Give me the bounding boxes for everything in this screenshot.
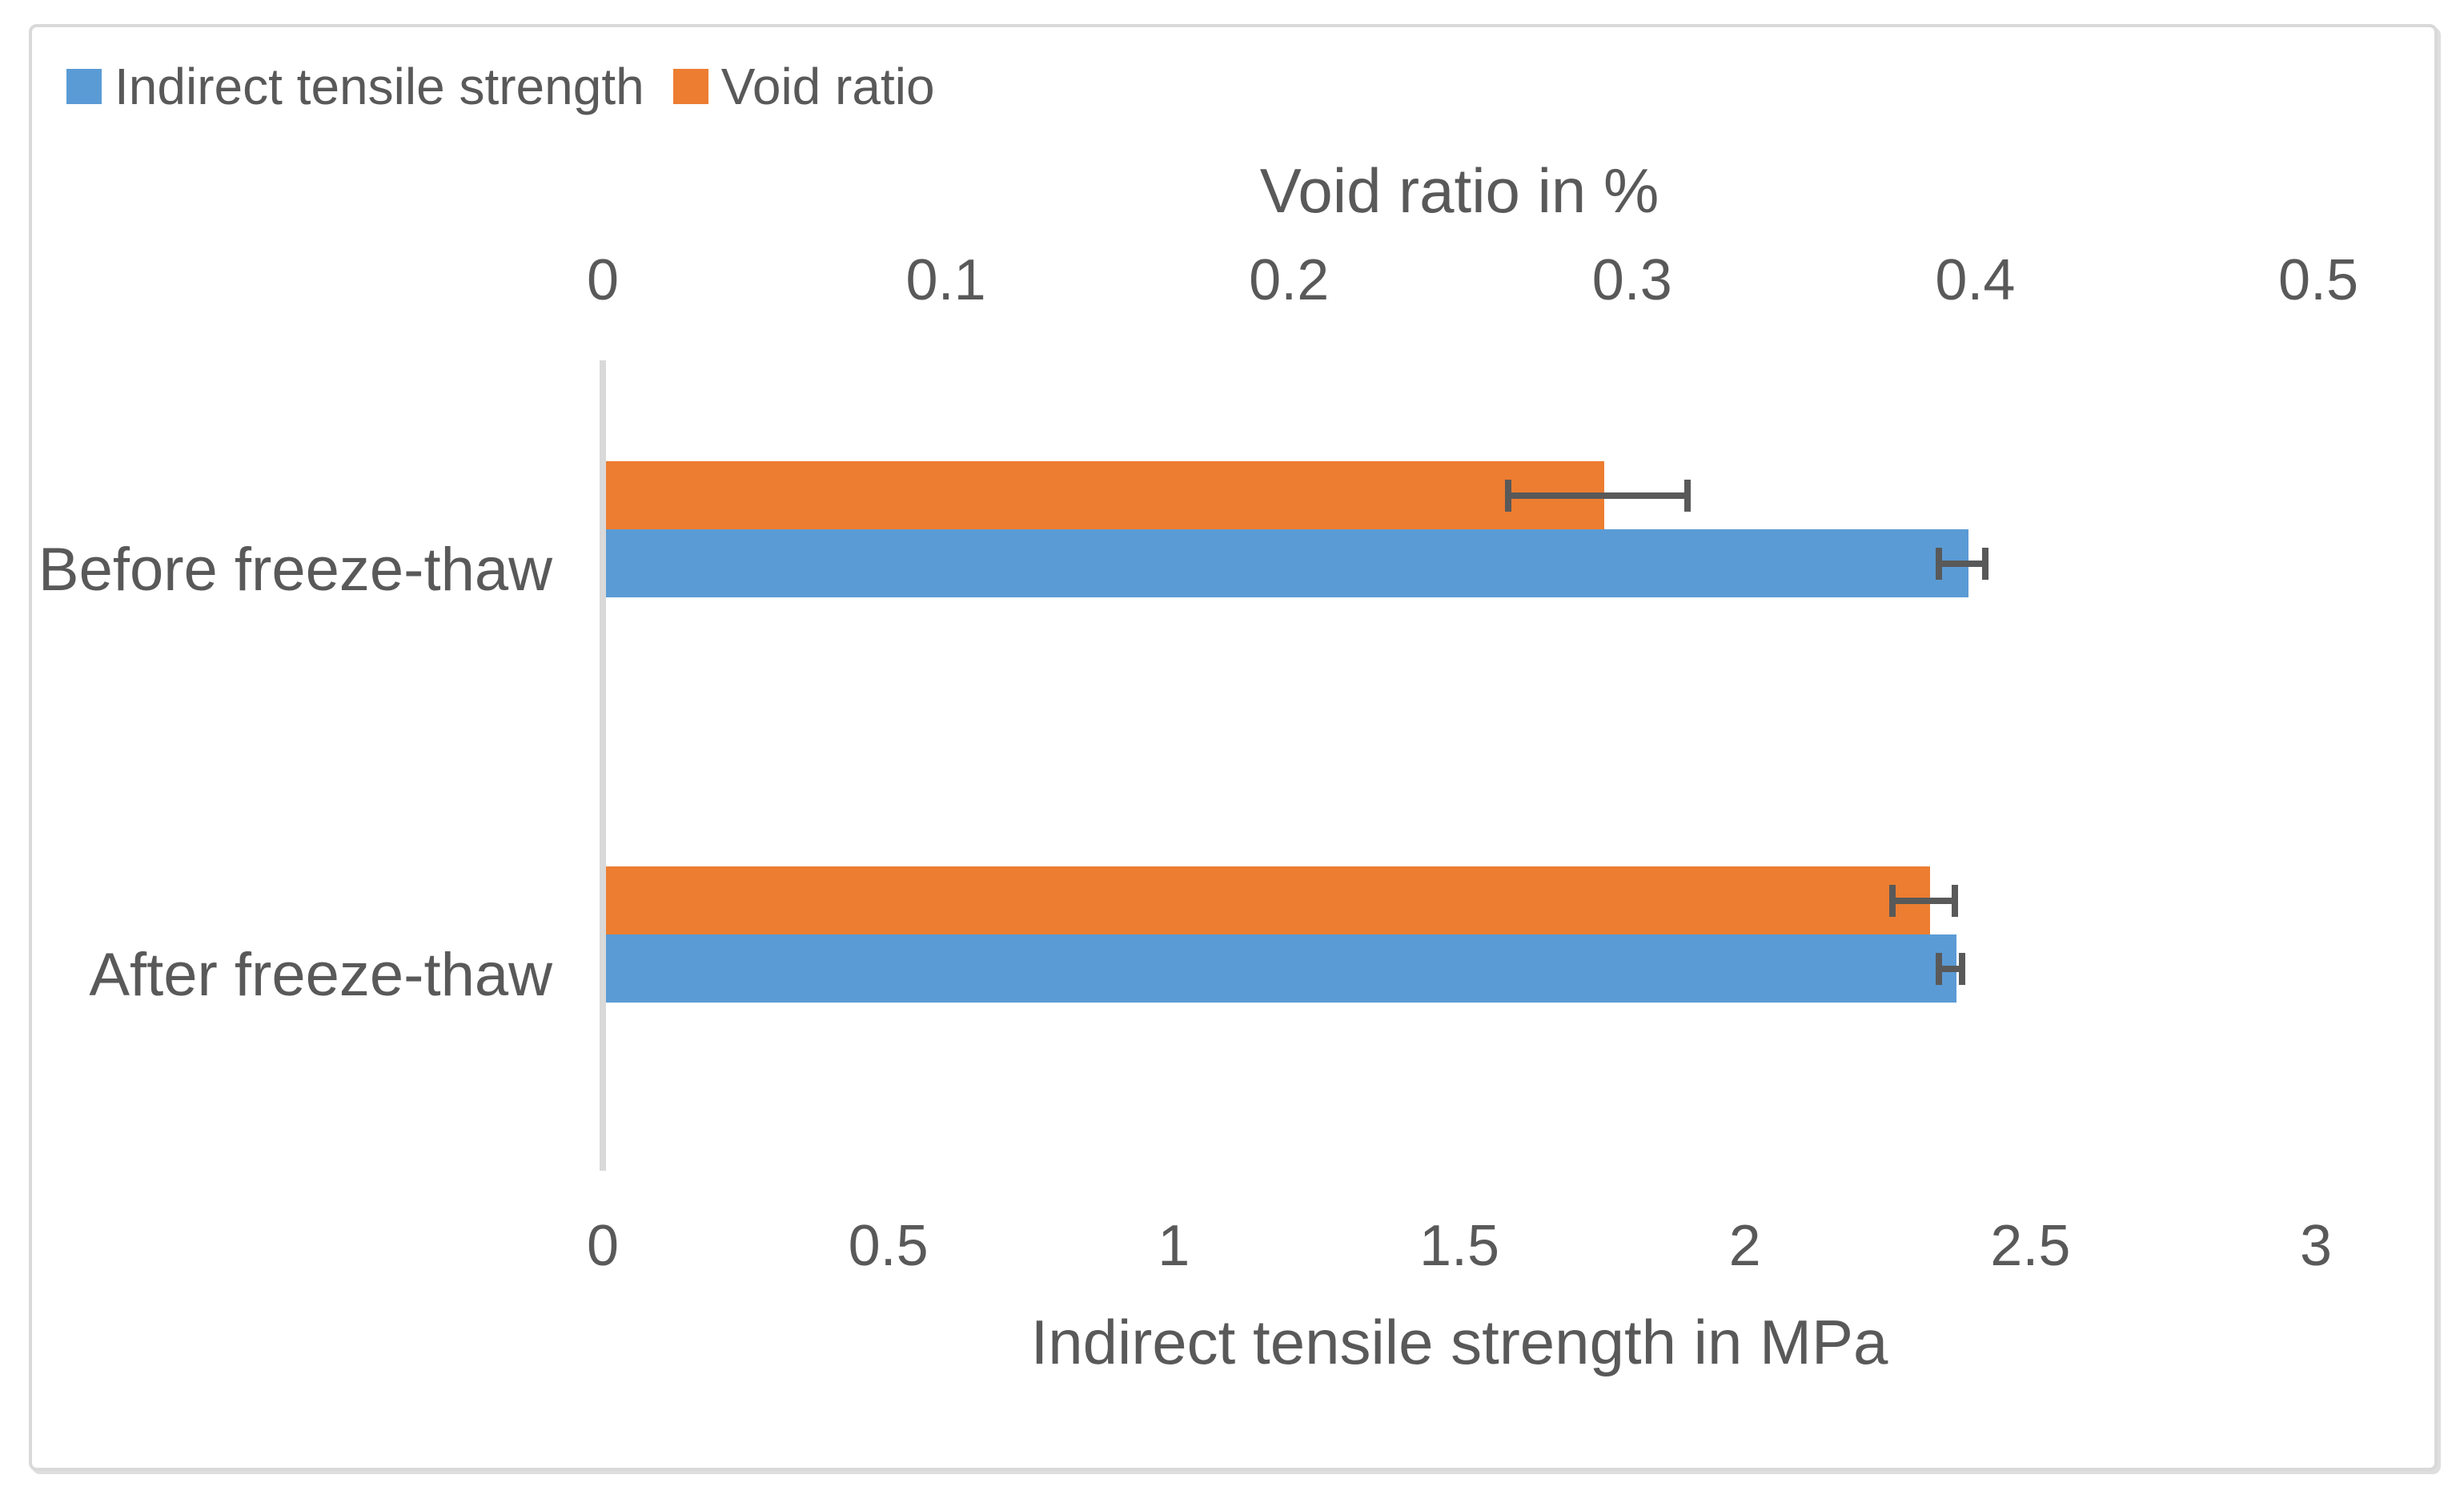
bottom-axis-tick-2-5: 2.5	[1990, 1214, 2071, 1278]
bottom-axis-tick-1-5: 1.5	[1419, 1214, 1500, 1278]
top-axis-title: Void ratio in %	[1259, 155, 1659, 226]
bar-indirect-tensile-strength-before-freeze-thaw	[606, 529, 1968, 597]
bottom-axis-tick-0-5: 0.5	[848, 1214, 929, 1278]
bar-void-ratio-before-freeze-thaw	[606, 461, 1604, 529]
legend-item-void-ratio: Void ratio	[672, 58, 935, 115]
bottom-axis-title: Indirect tensile strength in MPa	[1030, 1307, 1888, 1377]
bottom-axis-tick-0: 0	[586, 1214, 620, 1278]
category-axis-line	[600, 360, 606, 1171]
error-bar-line	[1505, 492, 1691, 499]
bottom-axis-tick-2: 2	[1728, 1214, 1761, 1278]
error-bar-indirect-tensile-strength-after-freeze-thaw	[1935, 952, 1965, 985]
error-bar-line	[1935, 965, 1965, 972]
top-axis-tick-0: 0	[586, 248, 620, 312]
error-bar-line	[1889, 897, 1958, 904]
legend: Indirect tensile strength Void ratio	[66, 58, 935, 115]
error-bar-indirect-tensile-strength-before-freeze-thaw	[1935, 547, 1988, 580]
top-axis-tick-0-2: 0.2	[1249, 248, 1330, 312]
top-axis-tick-0-5: 0.5	[2277, 248, 2359, 312]
error-bar-void-ratio-after-freeze-thaw	[1889, 884, 1958, 917]
legend-swatch-indirect-tensile-strength-icon	[66, 69, 102, 104]
bottom-axis-tick-1: 1	[1158, 1214, 1190, 1278]
bar-void-ratio-after-freeze-thaw	[606, 866, 1931, 934]
error-bar-void-ratio-before-freeze-thaw	[1505, 479, 1691, 512]
top-axis-tick-0-3: 0.3	[1591, 248, 1672, 312]
top-axis-tick-0-4: 0.4	[1935, 248, 2016, 312]
legend-label-indirect-tensile-strength: Indirect tensile strength	[114, 58, 644, 115]
bar-indirect-tensile-strength-after-freeze-thaw	[606, 934, 1957, 1003]
legend-label-void-ratio: Void ratio	[720, 58, 935, 115]
category-label-before-freeze-thaw: Before freeze-thaw	[38, 536, 552, 604]
error-bar-line	[1935, 560, 1988, 567]
category-label-after-freeze-thaw: After freeze-thaw	[89, 941, 552, 1009]
bottom-axis-tick-3: 3	[2299, 1214, 2333, 1278]
figure-border	[29, 24, 2438, 1471]
legend-swatch-void-ratio-icon	[672, 69, 708, 104]
top-axis-tick-0-1: 0.1	[905, 248, 986, 312]
legend-item-indirect-tensile-strength: Indirect tensile strength	[66, 58, 644, 115]
